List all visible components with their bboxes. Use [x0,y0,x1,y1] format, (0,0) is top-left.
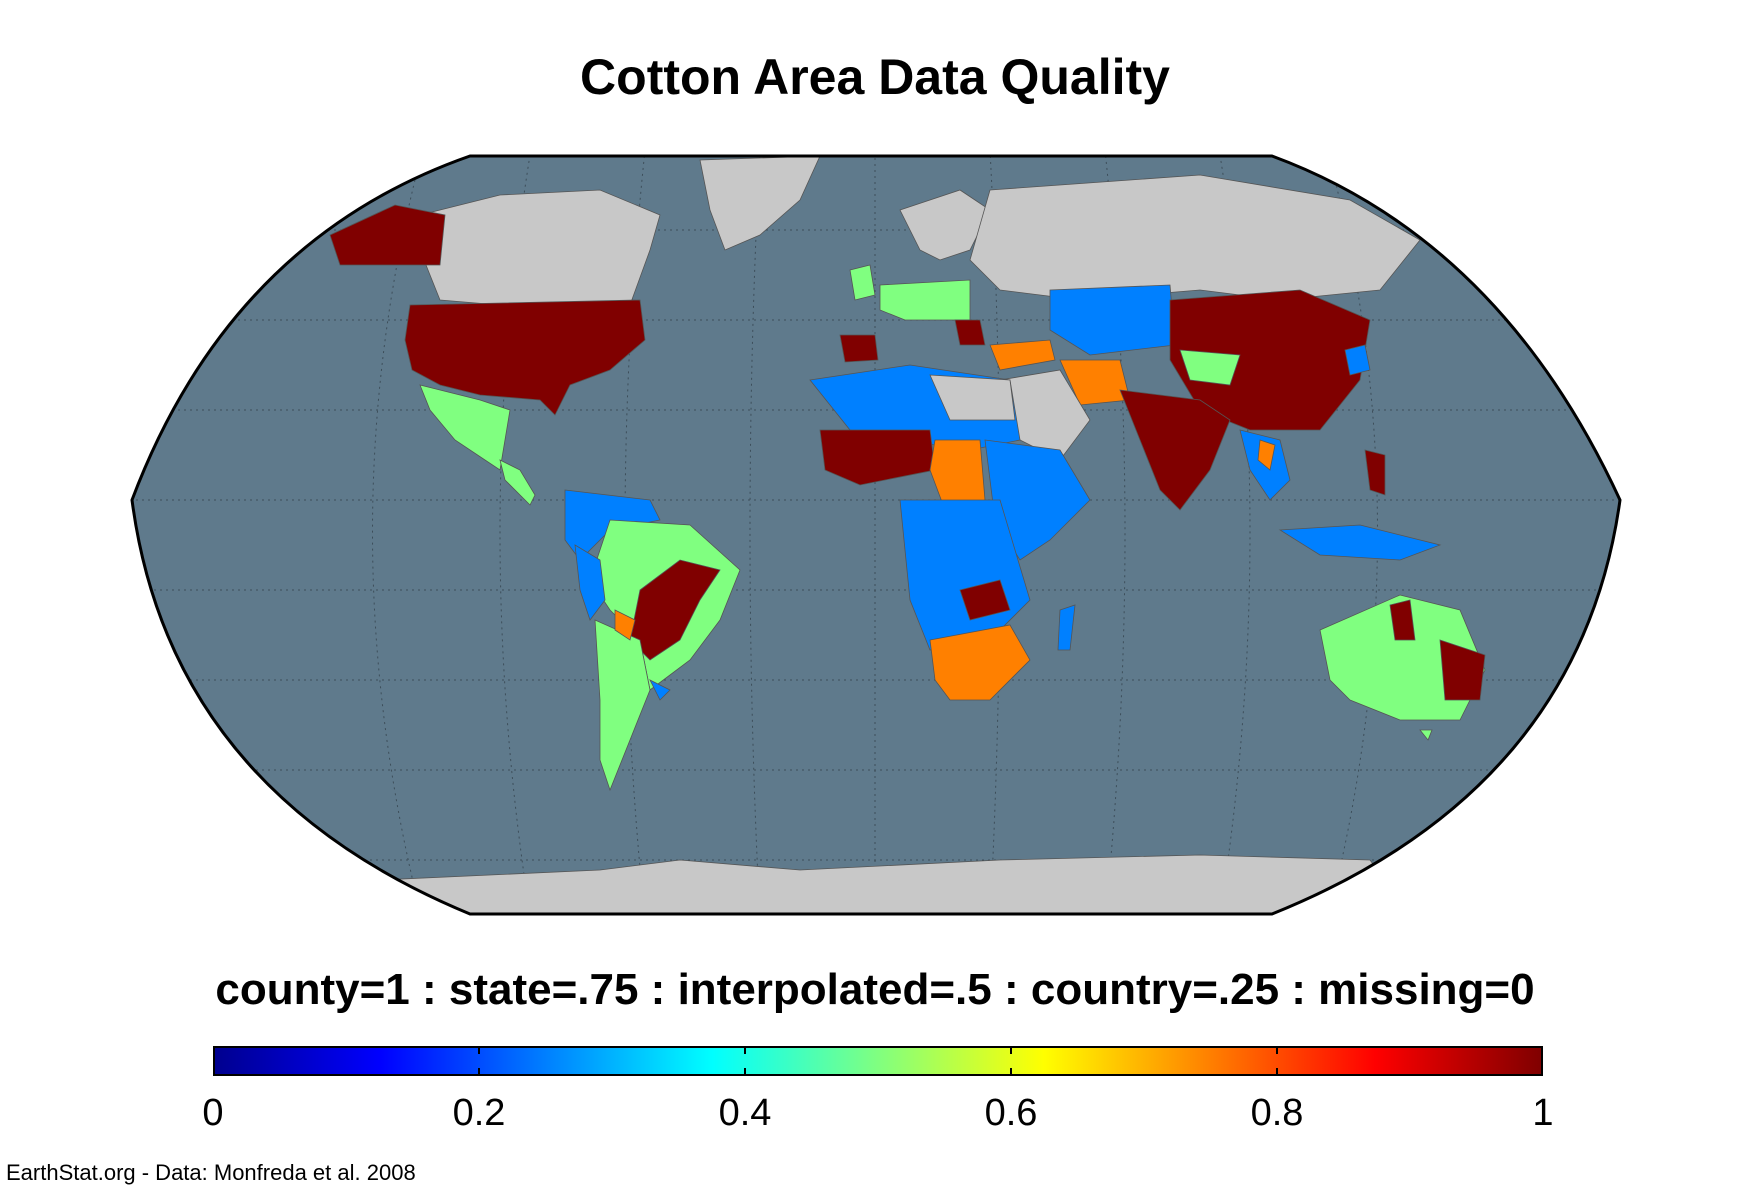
canada [419,189,661,311]
colorbar-tick-mark [1276,1046,1278,1054]
kazakhstan [1049,284,1176,356]
china-west [1179,349,1241,386]
colorbar-tick-label: 0.8 [1250,1092,1304,1134]
colorbar-tick-label: 0.4 [718,1092,772,1134]
uk [849,264,876,301]
mexico [419,384,511,471]
china [1169,289,1371,431]
colorbar-tick-mark [744,1068,746,1076]
balkans [954,319,986,346]
central-america [499,459,536,506]
colorbar [213,1046,1543,1076]
madagascar [1057,604,1076,651]
colorbar-tick-mark [1010,1068,1012,1076]
colorbar-tick-mark [478,1046,480,1054]
thailand [1257,439,1276,471]
india [1119,389,1231,511]
west-africa [819,429,936,486]
colorbar-tick-label: 1 [1532,1092,1554,1134]
scandinavia [899,189,991,261]
philippines [1364,449,1386,496]
antarctica [378,854,1401,914]
colorbar-tick-label: 0.2 [452,1092,506,1134]
central-europe [879,279,971,321]
korea-japan [1344,344,1371,376]
australia-east [1439,639,1486,701]
greenland [699,156,821,251]
uruguay [649,679,671,701]
colorbar-tick-mark [1010,1046,1012,1054]
world-map [130,154,1622,916]
colorbar-tick-label: 0.6 [984,1092,1038,1134]
egypt-libya [929,374,1016,421]
southern-africa [929,624,1031,701]
alaska [329,204,446,266]
legend-caption: county=1 : state=.75 : interpolated=.5 :… [215,965,1535,1014]
colorbar-tick-mark [744,1046,746,1054]
tasmania [1419,729,1433,741]
colorbar-tick-mark [1276,1068,1278,1076]
map-title: Cotton Area Data Quality [580,49,1170,105]
spain [839,334,879,363]
credit-text: EarthStat.org - Data: Monfreda et al. 20… [6,1160,416,1185]
southern-cone [594,619,651,792]
colorbar-tick-label: 0 [202,1092,224,1134]
colorbar-tick-mark [478,1068,480,1076]
indonesia [1278,524,1442,561]
andes-west [574,544,606,621]
turkey [989,339,1056,371]
paraguay [614,609,636,641]
australia-north [1389,599,1416,641]
zambia [959,579,1011,621]
usa [404,299,646,416]
globe-border [130,154,1622,916]
